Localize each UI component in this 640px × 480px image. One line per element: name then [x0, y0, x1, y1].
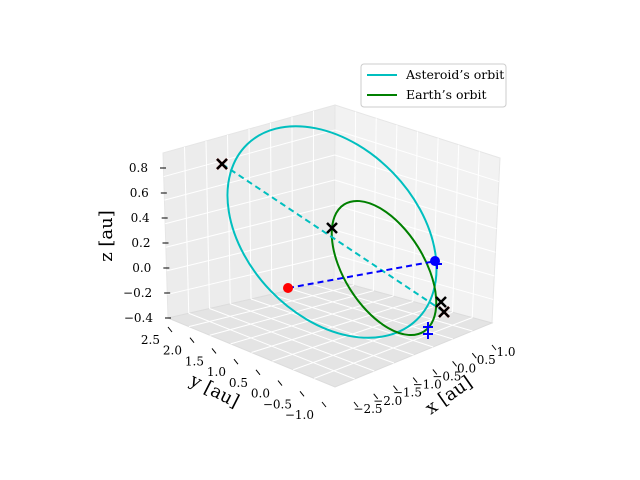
grid-line: [291, 116, 293, 290]
y-tick-label: 1.5: [185, 354, 204, 368]
z-tick-label: 0.8: [129, 161, 148, 175]
x-tick-label: −2.0: [373, 394, 402, 408]
grid-lines: [163, 110, 500, 380]
grid-line: [271, 293, 434, 348]
x-tick-label: 1.0: [496, 345, 515, 359]
grid-line: [353, 111, 357, 286]
grid-line: [313, 317, 473, 379]
earth-orbit-line: [330, 199, 438, 337]
z-tick-label: 0.0: [132, 261, 151, 275]
y-tick-label: 2.5: [141, 333, 160, 347]
y-tick-mark: [233, 358, 239, 365]
x-tick-label: −2.5: [353, 402, 382, 416]
grid-line: [184, 146, 190, 314]
blue-plus-marker: [423, 329, 433, 339]
y-tick-mark: [211, 348, 217, 354]
y-tick-mark: [277, 380, 283, 386]
y-tick-label: 1.0: [207, 365, 226, 379]
axis-ticks: 0.80.60.40.20.0−0.2−0.42.52.01.51.00.50.…: [123, 161, 516, 422]
grid-line: [471, 151, 480, 318]
z-tick-label: −0.2: [123, 286, 152, 300]
y-tick-label: 2.0: [163, 344, 182, 358]
grid-line: [205, 140, 210, 309]
y-tick-label: −1.0: [285, 408, 314, 422]
x-tick-mark: [432, 369, 438, 375]
grid-line: [293, 311, 453, 371]
legend-box: [360, 63, 507, 108]
x-tick-label: −1.0: [413, 378, 442, 392]
y-tick-label: 0.0: [251, 387, 270, 401]
x-tick-mark: [491, 344, 497, 351]
asteroid-orbit-line: [226, 125, 438, 339]
legend-label-asteroid: Asteroid’s orbit: [405, 67, 504, 82]
grid-line: [270, 122, 273, 295]
grid-line: [248, 128, 252, 300]
x-tick-mark: [471, 352, 477, 359]
black-x-marker: [435, 296, 447, 308]
z-tick-label: 0.2: [131, 236, 150, 250]
earth-dashed-line: [287, 260, 437, 289]
x-tick-mark: [353, 401, 359, 408]
grid-line: [452, 144, 460, 313]
asteroid-dashed-line: [221, 163, 444, 312]
x-tick-label: 0.5: [477, 353, 496, 367]
black-x-marker: [326, 222, 338, 234]
legend-label-earth: Earth’s orbit: [406, 87, 487, 102]
axes-panes: [162, 104, 501, 388]
x-tick-label: −0.5: [432, 369, 461, 383]
black-x-marker: [216, 158, 228, 170]
sun-marker: [283, 283, 293, 293]
blue-plus-marker: [432, 259, 442, 269]
y-tick-mark: [167, 326, 173, 333]
grid-line: [250, 298, 414, 356]
y-tick-mark: [255, 369, 261, 376]
grid-line: [227, 134, 231, 304]
grid-line: [392, 124, 398, 297]
z-tick-label: 0.4: [131, 211, 150, 225]
x-tick-mark: [452, 360, 457, 367]
y-tick-mark: [321, 401, 327, 408]
legend: Asteroid’s orbit Earth’s orbit: [360, 63, 507, 108]
y-tick-mark: [299, 390, 305, 397]
grid-line: [412, 131, 418, 302]
z-tick-label: 0.6: [130, 186, 149, 200]
x-tick-mark: [373, 393, 379, 400]
floor-pane: [166, 279, 494, 388]
z-axis-label: z [au]: [96, 210, 117, 262]
z-tick-label: −0.4: [124, 311, 154, 325]
x-tick-label: −1.5: [393, 386, 422, 400]
grid-line: [313, 284, 473, 332]
y-tick-label: 0.5: [229, 376, 248, 390]
plot-area: [216, 125, 450, 339]
grid-line: [272, 306, 433, 362]
y-tick-label: −0.5: [263, 397, 292, 411]
x-tick-mark: [412, 377, 418, 383]
x-tick-mark: [393, 385, 398, 392]
y-tick-mark: [189, 337, 195, 344]
x-tick-label: 0.0: [457, 361, 476, 375]
black-x-marker: [438, 306, 450, 318]
